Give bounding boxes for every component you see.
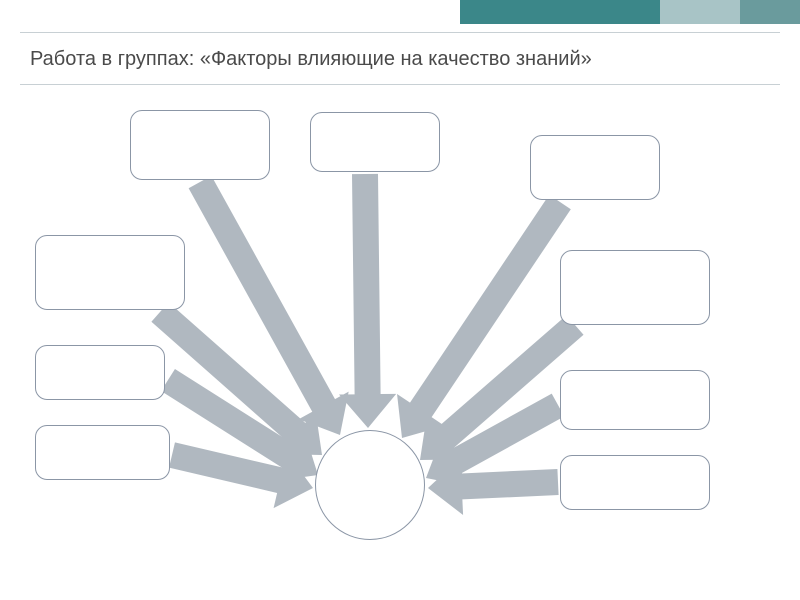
page-title: Работа в группах: «Факторы влияющие на к… [30,48,592,71]
factor-box [35,425,170,480]
factor-box [310,112,440,172]
center-circle [315,430,425,540]
divider-top [20,32,780,33]
factor-box [35,345,165,400]
factor-box [530,135,660,200]
top-accent-bar [460,0,800,24]
divider-under-title [20,84,780,85]
arrow [339,174,396,428]
factor-box [560,455,710,510]
diagram-area [0,90,800,600]
factor-box [130,110,270,180]
factor-box [560,370,710,430]
factor-box [35,235,185,310]
top-bar-segment [740,0,800,24]
factor-box [560,250,710,325]
top-bar-segment [460,0,660,24]
top-bar-segment [660,0,740,24]
